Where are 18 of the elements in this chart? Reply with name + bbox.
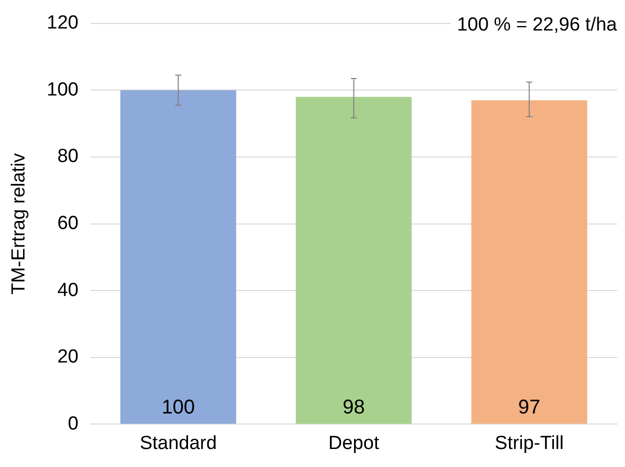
y-tick-label: 40	[57, 280, 78, 301]
y-tick-label: 60	[57, 213, 78, 234]
y-axis-title: TM-Ertrag relativ	[8, 152, 30, 295]
data-label: 98	[342, 396, 365, 419]
x-tick-label: Strip-Till	[494, 432, 564, 454]
y-tick-label: 100	[46, 79, 78, 100]
bar	[120, 90, 236, 424]
y-tick-label: 20	[57, 346, 78, 368]
data-label: 97	[518, 396, 540, 419]
y-tick-label: 80	[57, 146, 78, 168]
annotation: 100 % = 22,96 t/ha	[456, 14, 618, 36]
x-tick-label: Depot	[328, 432, 380, 454]
x-tick-label: Standard	[140, 432, 217, 454]
bar	[296, 96, 412, 424]
y-tick-label: 0	[68, 413, 78, 434]
bar	[471, 100, 588, 424]
data-label: 100	[162, 396, 195, 419]
y-tick-label: 120	[46, 12, 78, 34]
